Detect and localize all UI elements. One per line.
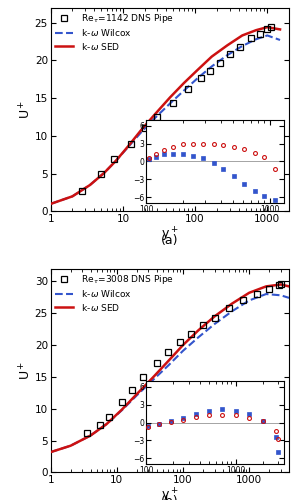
Y-axis label: U$^+$: U$^+$ — [18, 100, 33, 119]
X-axis label: y$^+$: y$^+$ — [161, 226, 179, 244]
Legend:   Re$_\tau$=1142 DNS Pipe,   k-$\omega$ Wilcox,   k-$\omega$ SED: Re$_\tau$=1142 DNS Pipe, k-$\omega$ Wilc… — [53, 10, 176, 54]
Legend:   Re$_\tau$=3008 DNS Pipe,   k-$\omega$ Wilcox,   k-$\omega$ SED: Re$_\tau$=3008 DNS Pipe, k-$\omega$ Wilc… — [53, 272, 176, 314]
Text: (a): (a) — [161, 234, 179, 247]
Y-axis label: U$^+$: U$^+$ — [18, 361, 33, 380]
X-axis label: y$^+$: y$^+$ — [161, 486, 179, 500]
Text: (b): (b) — [161, 495, 179, 500]
